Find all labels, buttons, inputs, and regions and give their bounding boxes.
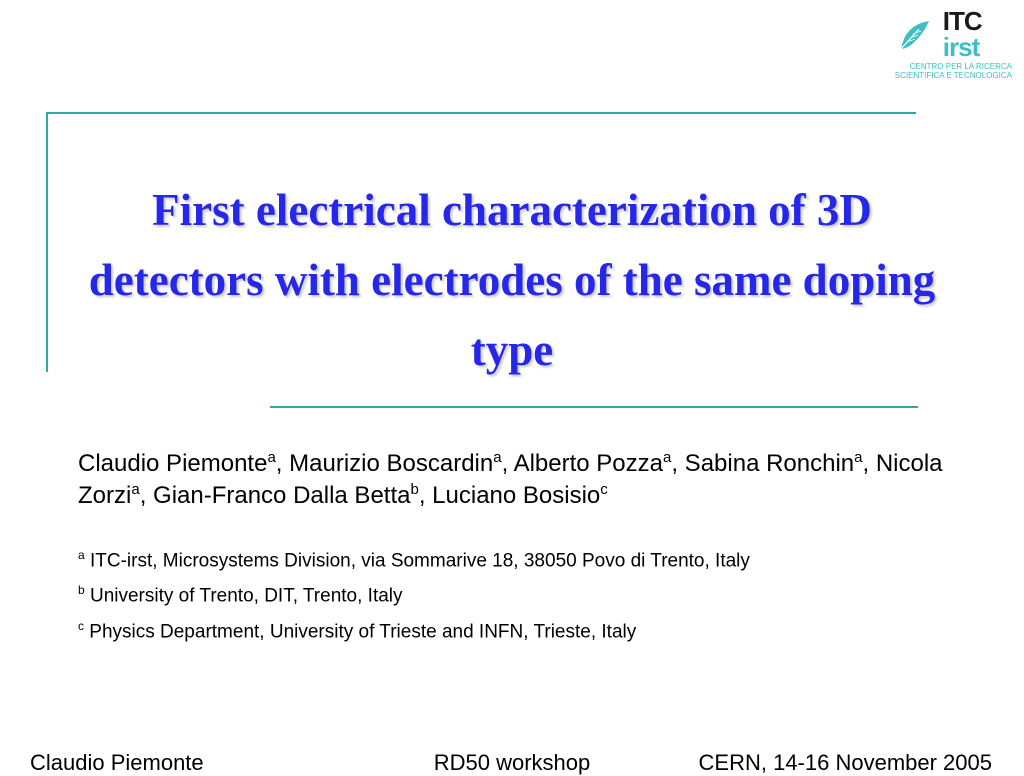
slide-title: First electrical characterization of 3D … [70,176,954,385]
logo-line2: irst [943,34,982,60]
logo-subtitle-l1: CENTRO PER LA RICERCA [910,62,1012,71]
logo-line1: ITC [943,8,982,34]
divider-line [270,406,918,408]
logo-subtitle-l2: SCIENTIFICA E TECNOLOGICA [895,71,1012,80]
leaf-icon [895,15,937,53]
affiliation-line: b University of Trento, DIT, Trento, Ita… [78,583,948,607]
footer-venue-date: CERN, 14-16 November 2005 [699,750,992,776]
affiliation-line: c Physics Department, University of Trie… [78,619,948,643]
affiliations-block: a ITC-irst, Microsystems Division, via S… [78,548,948,654]
logo-text: ITC irst [943,8,982,60]
affiliation-line: a ITC-irst, Microsystems Division, via S… [78,548,948,572]
logo-block: ITC irst CENTRO PER LA RICERCA SCIENTIFI… [895,8,1012,81]
logo-subtitle: CENTRO PER LA RICERCA SCIENTIFICA E TECN… [895,63,1012,81]
authors-block: Claudio Piemontea, Maurizio Boscardina, … [78,448,948,511]
logo-row: ITC irst [895,8,1012,60]
